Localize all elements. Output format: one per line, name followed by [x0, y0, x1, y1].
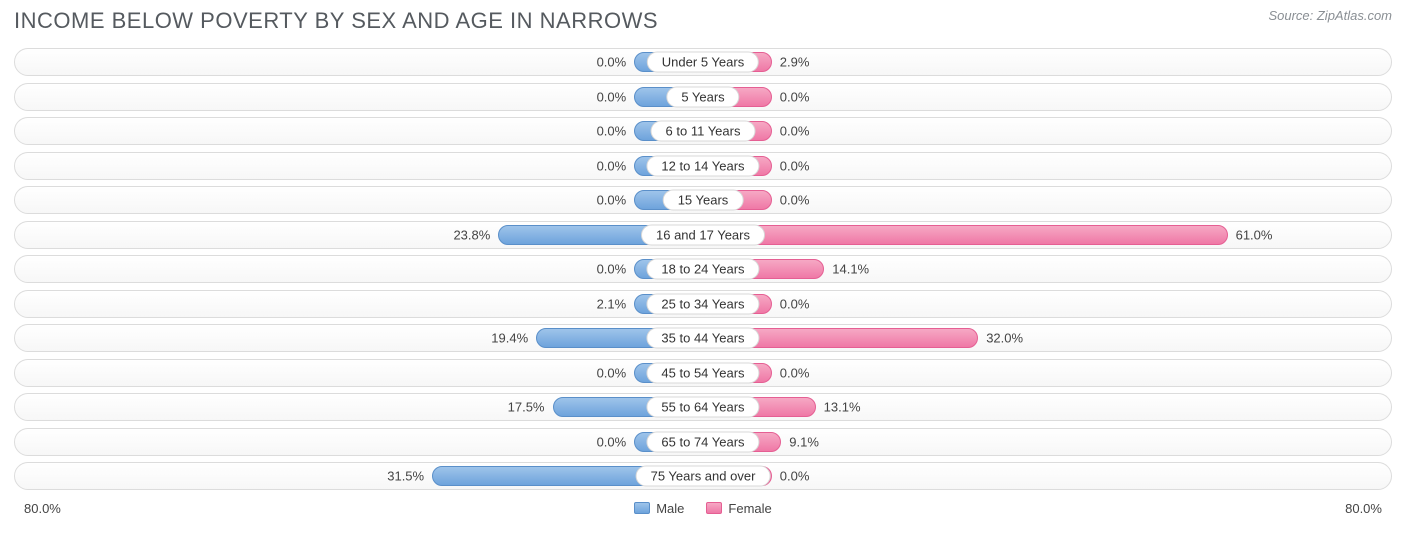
- male-swatch: [634, 502, 650, 514]
- female-half: 9.1%: [703, 429, 1391, 455]
- category-label: 25 to 34 Years: [646, 293, 759, 314]
- male-half: 0.0%: [15, 118, 703, 144]
- male-value-label: 0.0%: [597, 55, 627, 70]
- male-half: 0.0%: [15, 84, 703, 110]
- male-half: 23.8%: [15, 222, 703, 248]
- male-half: 0.0%: [15, 256, 703, 282]
- female-half: 0.0%: [703, 153, 1391, 179]
- chart-header: INCOME BELOW POVERTY BY SEX AND AGE IN N…: [0, 0, 1406, 38]
- female-value-label: 14.1%: [832, 262, 869, 277]
- female-value-label: 13.1%: [824, 400, 861, 415]
- female-value-label: 61.0%: [1236, 227, 1273, 242]
- female-half: 2.9%: [703, 49, 1391, 75]
- female-half: 32.0%: [703, 325, 1391, 351]
- chart-footer: 80.0% Male Female 80.0%: [0, 497, 1406, 516]
- female-half: 0.0%: [703, 118, 1391, 144]
- male-value-label: 0.0%: [597, 158, 627, 173]
- category-label: 12 to 14 Years: [646, 155, 759, 176]
- legend-male-label: Male: [656, 501, 684, 516]
- female-value-label: 0.0%: [780, 365, 810, 380]
- legend-female-label: Female: [728, 501, 771, 516]
- category-label: 6 to 11 Years: [651, 121, 756, 142]
- male-value-label: 31.5%: [387, 469, 424, 484]
- female-half: 13.1%: [703, 394, 1391, 420]
- chart-row: 0.0% 0.0% 12 to 14 Years: [14, 152, 1392, 180]
- male-half: 0.0%: [15, 153, 703, 179]
- category-label: 5 Years: [666, 86, 739, 107]
- chart-row: 0.0% 0.0% 15 Years: [14, 186, 1392, 214]
- female-value-label: 0.0%: [780, 158, 810, 173]
- category-label: 55 to 64 Years: [646, 397, 759, 418]
- female-half: 0.0%: [703, 360, 1391, 386]
- chart-row: 0.0% 0.0% 5 Years: [14, 83, 1392, 111]
- chart-row: 0.0% 14.1% 18 to 24 Years: [14, 255, 1392, 283]
- female-value-label: 0.0%: [780, 296, 810, 311]
- legend: Male Female: [634, 501, 772, 516]
- male-half: 2.1%: [15, 291, 703, 317]
- chart-row: 17.5% 13.1% 55 to 64 Years: [14, 393, 1392, 421]
- chart-title: INCOME BELOW POVERTY BY SEX AND AGE IN N…: [14, 8, 658, 34]
- category-label: 16 and 17 Years: [641, 224, 765, 245]
- female-value-label: 0.0%: [780, 124, 810, 139]
- female-half: 0.0%: [703, 291, 1391, 317]
- category-label: 65 to 74 Years: [646, 431, 759, 452]
- chart-area: 0.0%2.9%Under 5 Years0.0%0.0%5 Years0.0%…: [0, 38, 1406, 490]
- category-label: 15 Years: [663, 190, 744, 211]
- female-value-label: 9.1%: [789, 434, 819, 449]
- male-half: 0.0%: [15, 360, 703, 386]
- category-label: 18 to 24 Years: [646, 259, 759, 280]
- male-value-label: 0.0%: [597, 262, 627, 277]
- female-half: 0.0%: [703, 187, 1391, 213]
- female-value-label: 32.0%: [986, 331, 1023, 346]
- chart-row: 0.0% 2.9% Under 5 Years: [14, 48, 1392, 76]
- male-value-label: 23.8%: [453, 227, 490, 242]
- male-value-label: 0.0%: [597, 434, 627, 449]
- chart-row: 0.0% 9.1% 65 to 74 Years: [14, 428, 1392, 456]
- female-swatch: [706, 502, 722, 514]
- female-half: 61.0%: [703, 222, 1391, 248]
- chart-source: Source: ZipAtlas.com: [1268, 8, 1392, 23]
- female-half: 14.1%: [703, 256, 1391, 282]
- category-label: 75 Years and over: [636, 466, 771, 487]
- axis-left-label: 80.0%: [24, 501, 61, 516]
- female-bar: [703, 225, 1228, 245]
- category-label: 45 to 54 Years: [646, 362, 759, 383]
- legend-male: Male: [634, 501, 684, 516]
- male-value-label: 0.0%: [597, 89, 627, 104]
- female-value-label: 0.0%: [780, 193, 810, 208]
- axis-right-label: 80.0%: [1345, 501, 1382, 516]
- category-label: 35 to 44 Years: [646, 328, 759, 349]
- female-half: 0.0%: [703, 84, 1391, 110]
- male-value-label: 0.0%: [597, 193, 627, 208]
- male-half: 17.5%: [15, 394, 703, 420]
- male-value-label: 2.1%: [597, 296, 627, 311]
- male-half: 0.0%: [15, 49, 703, 75]
- male-value-label: 0.0%: [597, 365, 627, 380]
- chart-row: 0.0% 0.0% 45 to 54 Years: [14, 359, 1392, 387]
- legend-female: Female: [706, 501, 771, 516]
- male-value-label: 17.5%: [508, 400, 545, 415]
- female-value-label: 2.9%: [780, 55, 810, 70]
- male-half: 0.0%: [15, 187, 703, 213]
- male-half: 19.4%: [15, 325, 703, 351]
- male-half: 0.0%: [15, 429, 703, 455]
- chart-row: 31.5% 0.0% 75 Years and over: [14, 462, 1392, 490]
- male-half: 31.5%: [15, 463, 703, 489]
- female-value-label: 0.0%: [780, 469, 810, 484]
- female-value-label: 0.0%: [780, 89, 810, 104]
- female-half: 0.0%: [703, 463, 1391, 489]
- chart-row: 19.4% 32.0% 35 to 44 Years: [14, 324, 1392, 352]
- chart-row: 0.0% 0.0% 6 to 11 Years: [14, 117, 1392, 145]
- male-value-label: 0.0%: [597, 124, 627, 139]
- category-label: Under 5 Years: [647, 52, 759, 73]
- chart-row: 23.8% 61.0% 16 and 17 Years: [14, 221, 1392, 249]
- male-value-label: 19.4%: [491, 331, 528, 346]
- chart-row: 2.1% 0.0% 25 to 34 Years: [14, 290, 1392, 318]
